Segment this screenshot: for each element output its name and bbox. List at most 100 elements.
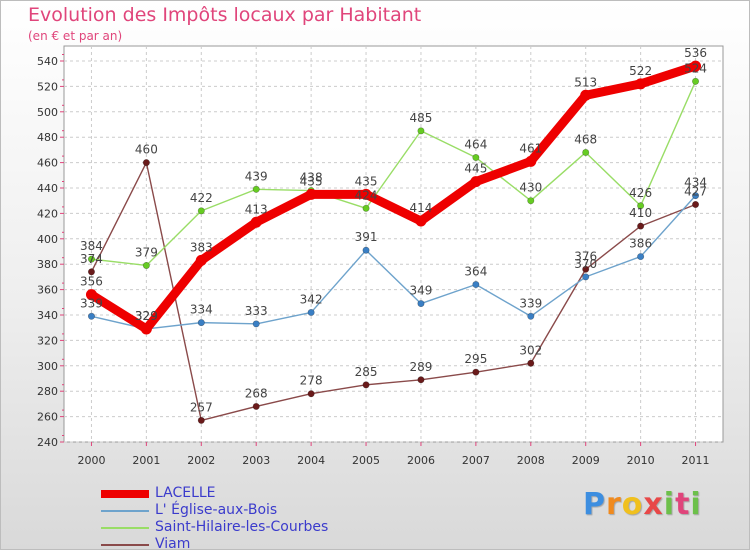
data-label-saint-hilaire: 384 [80,239,103,253]
data-point-eglise-aux-bois [362,246,370,254]
y-tick-label: 320 [37,334,58,347]
data-point-eglise-aux-bois [582,273,590,281]
data-point-lacelle [140,323,152,335]
data-point-lacelle [85,289,97,301]
data-label-viam: 460 [135,143,158,157]
x-tick-label: 2001 [132,454,160,467]
series-line-viam [90,161,697,422]
series-line-eglise-aux-bois [90,194,697,330]
series-line-saint-hilaire [90,80,697,267]
y-tick-label: 380 [37,258,58,271]
data-label-viam: 302 [519,343,542,357]
data-point-saint-hilaire [692,77,700,85]
data-point-saint-hilaire [417,127,425,135]
data-label-lacelle: 414 [410,201,433,215]
legend-item-saint-hilaire: Saint-Hilaire-les-Courbes [101,519,328,536]
chart-title: Evolution des Impôts locaux par Habitant [28,4,422,26]
data-point-eglise-aux-bois [252,320,260,328]
x-tick-label: 2002 [187,454,215,467]
data-point-saint-hilaire [582,148,590,156]
y-tick-label: 240 [37,436,58,449]
data-point-saint-hilaire [472,154,480,162]
y-tick-label: 400 [37,233,58,246]
data-point-lacelle [305,188,317,200]
data-label-saint-hilaire: 524 [684,61,707,75]
x-tick-label: 2005 [352,454,380,467]
x-tick-label: 2011 [682,454,710,467]
data-point-viam [637,222,645,230]
data-label-eglise-aux-bois: 333 [245,304,268,318]
data-label-saint-hilaire: 439 [245,169,268,183]
data-point-lacelle [415,215,427,227]
data-point-eglise-aux-bois [417,300,425,308]
legend-label-viam: Viam [155,536,191,550]
data-point-lacelle [525,155,537,167]
legend-swatch-eglise-aux-bois [101,509,149,512]
y-tick-label: 440 [37,182,58,195]
legend-item-viam: Viam [101,536,328,550]
data-label-saint-hilaire: 464 [464,138,487,152]
data-label-viam: 285 [355,365,378,379]
data-point-eglise-aux-bois [527,312,535,320]
data-label-eglise-aux-bois: 334 [190,303,213,317]
data-point-lacelle [360,188,372,200]
data-point-lacelle [470,176,482,188]
data-point-viam [472,368,480,376]
x-tick-label: 2006 [407,454,435,467]
y-tick-label: 500 [37,106,58,119]
y-tick-label: 420 [37,207,58,220]
data-label-eglise-aux-bois: 339 [80,296,103,310]
legend-item-lacelle: LACELLE [101,485,328,502]
data-label-viam: 410 [629,206,652,220]
data-label-lacelle: 435 [300,174,323,188]
data-label-lacelle: 536 [684,46,707,60]
y-tick-label: 340 [37,309,58,322]
data-point-viam [582,265,590,273]
legend-swatch-saint-hilaire [101,526,149,529]
data-label-lacelle: 461 [519,141,542,155]
data-point-eglise-aux-bois [87,312,95,320]
series-line-lacelle [86,61,701,334]
data-point-lacelle [250,216,262,228]
data-point-saint-hilaire [252,185,260,193]
data-label-lacelle: 435 [355,174,378,188]
data-point-saint-hilaire [362,204,370,212]
data-label-viam: 268 [245,386,268,400]
data-point-saint-hilaire [142,261,150,269]
legend-label-lacelle: LACELLE [155,485,216,501]
data-label-viam: 427 [684,185,707,199]
data-point-viam [692,201,700,209]
data-point-viam [197,416,205,424]
y-tick-label: 540 [37,55,58,68]
data-label-viam: 376 [574,249,597,263]
chart-subtitle: (en € et par an) [28,29,123,43]
data-label-viam: 257 [190,400,213,414]
x-tick-label: 2003 [242,454,270,467]
data-point-eglise-aux-bois [307,308,315,316]
data-label-saint-hilaire: 422 [190,191,213,205]
data-label-eglise-aux-bois: 391 [355,230,378,244]
data-label-eglise-aux-bois: 434 [684,176,707,190]
data-label-eglise-aux-bois: 349 [410,284,433,298]
data-label-viam: 374 [80,252,103,266]
data-point-viam [527,359,535,367]
x-tick-label: 2007 [462,454,490,467]
data-label-saint-hilaire: 379 [135,245,158,259]
data-point-eglise-aux-bois [472,281,480,289]
proxiti-logo: Proxiti [583,487,702,522]
x-tick-label: 2004 [297,454,325,467]
y-tick-label: 280 [37,385,58,398]
data-point-viam [87,268,95,276]
data-point-viam [307,390,315,398]
legend-label-saint-hilaire: Saint-Hilaire-les-Courbes [155,519,329,535]
x-tick-label: 2010 [627,454,655,467]
data-label-eglise-aux-bois: 329 [135,309,158,323]
data-label-saint-hilaire: 438 [300,171,323,185]
data-label-lacelle: 329 [135,309,158,323]
data-label-saint-hilaire: 426 [629,186,652,200]
data-label-saint-hilaire: 468 [574,132,597,146]
data-point-lacelle [195,254,207,266]
y-tick-label: 520 [37,80,58,93]
data-point-eglise-aux-bois [692,192,700,200]
